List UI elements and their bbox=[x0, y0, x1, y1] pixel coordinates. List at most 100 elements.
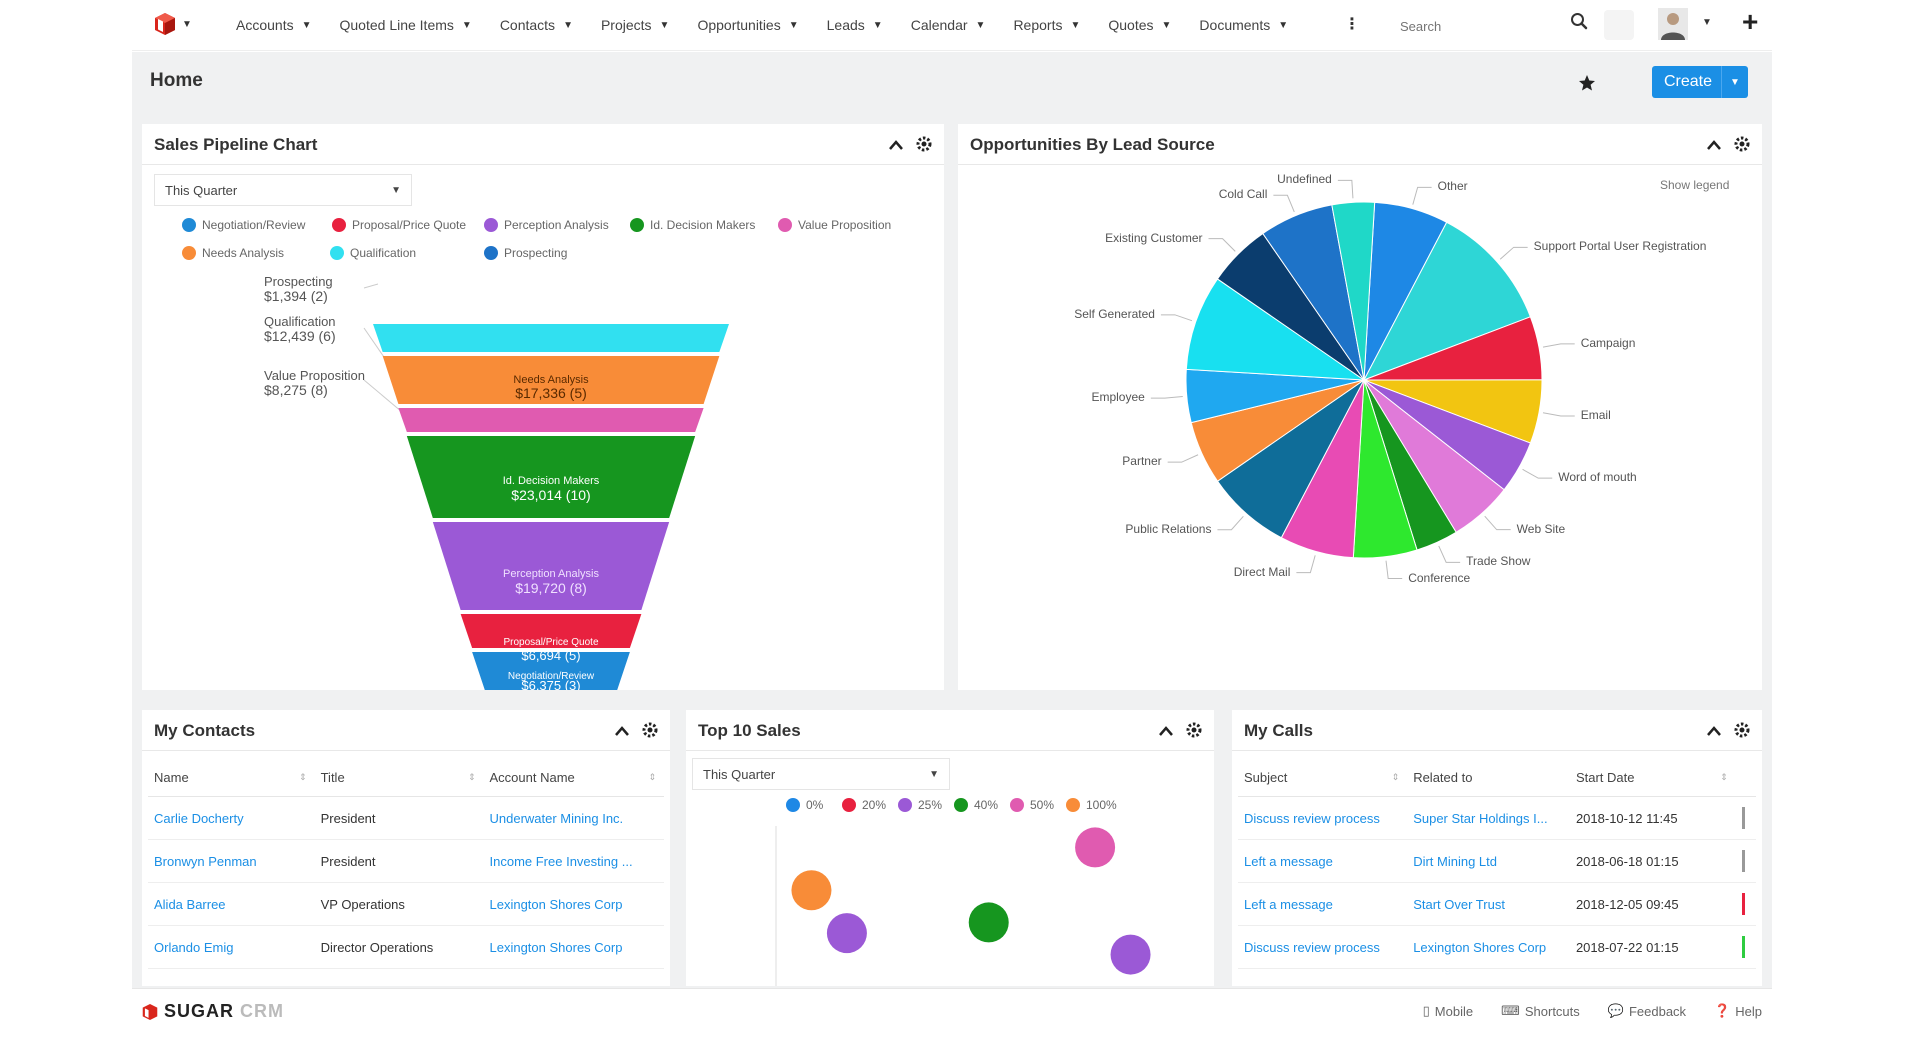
related-to-link[interactable]: Dirt Mining Ltd bbox=[1407, 839, 1570, 883]
sort-icon[interactable]: ⇕ bbox=[467, 772, 476, 782]
account-name-link[interactable]: Lexington Shores Corp bbox=[483, 882, 664, 926]
app-logo-menu[interactable]: ▼ bbox=[154, 12, 192, 36]
sort-icon[interactable]: ⇕ bbox=[1391, 772, 1400, 782]
contact-name-link[interactable]: Alida Barree bbox=[148, 882, 315, 926]
nav-item-quoted-line-items[interactable]: Quoted Line Items ▼ bbox=[340, 17, 472, 33]
column-header-subject[interactable]: Subject ⇕ bbox=[1238, 758, 1408, 797]
show-legend-link[interactable]: Show legend bbox=[1660, 178, 1730, 192]
chevron-up-icon[interactable] bbox=[888, 138, 904, 152]
create-button[interactable]: Create ▼ bbox=[1652, 66, 1748, 98]
search-icon[interactable] bbox=[1570, 12, 1588, 30]
related-to-link[interactable]: Lexington Shores Corp bbox=[1407, 925, 1570, 969]
funnel-stage[interactable] bbox=[406, 436, 696, 518]
pie-slice[interactable] bbox=[1331, 201, 1376, 381]
scatter-point[interactable] bbox=[1110, 934, 1151, 975]
legend-item[interactable]: Needs Analysis bbox=[182, 246, 284, 260]
call-subject-link[interactable]: Left a message bbox=[1238, 839, 1408, 883]
legend-item[interactable]: 0% bbox=[786, 798, 823, 812]
nav-item-documents[interactable]: Documents ▼ bbox=[1199, 17, 1288, 33]
funnel-stage[interactable] bbox=[398, 408, 704, 432]
sort-icon[interactable]: ⇕ bbox=[1720, 772, 1728, 782]
funnel-stage[interactable] bbox=[460, 614, 642, 648]
legend-item[interactable]: Prospecting bbox=[484, 246, 567, 260]
gear-icon[interactable] bbox=[1186, 722, 1202, 738]
nav-item-label: Quoted Line Items bbox=[339, 17, 454, 33]
pie-slice[interactable] bbox=[1362, 221, 1532, 381]
table-row: Alida Barree VP Operations Lexington Sho… bbox=[148, 882, 664, 926]
more-modules-icon[interactable]: ⋮ bbox=[1344, 16, 1360, 33]
nav-item-leads[interactable]: Leads ▼ bbox=[827, 17, 883, 33]
legend-item[interactable]: 40% bbox=[954, 798, 998, 812]
gear-icon[interactable] bbox=[1734, 136, 1750, 152]
account-name-link[interactable]: Lexington Shores Corp bbox=[483, 925, 664, 969]
column-label: Name bbox=[154, 769, 189, 785]
gear-icon[interactable] bbox=[642, 722, 658, 738]
scatter-point[interactable] bbox=[826, 913, 867, 954]
footer-feedback-link[interactable]: 💬 Feedback bbox=[1608, 1003, 1686, 1019]
chevron-up-icon[interactable] bbox=[614, 724, 630, 738]
legend-label: 100% bbox=[1086, 798, 1117, 812]
legend-item[interactable]: 25% bbox=[898, 798, 942, 812]
chevron-down-icon[interactable]: ▼ bbox=[1721, 66, 1748, 98]
sort-icon[interactable]: ⇕ bbox=[299, 772, 307, 782]
footer-help-link[interactable]: ❓ Help bbox=[1714, 1003, 1762, 1019]
sort-icon[interactable]: ⇕ bbox=[648, 772, 656, 782]
nav-item-reports[interactable]: Reports ▼ bbox=[1013, 17, 1080, 33]
status-marker-cell bbox=[1735, 925, 1756, 969]
column-header-name[interactable]: Name ⇕ bbox=[148, 758, 315, 797]
chevron-up-icon[interactable] bbox=[1158, 724, 1174, 738]
notifications-placeholder[interactable] bbox=[1604, 10, 1634, 40]
pie-slice[interactable] bbox=[1185, 278, 1366, 381]
legend-item[interactable]: 50% bbox=[1010, 798, 1054, 812]
gear-icon[interactable] bbox=[1734, 722, 1750, 738]
chevron-up-icon[interactable] bbox=[1706, 138, 1722, 152]
funnel-stage[interactable] bbox=[382, 356, 720, 404]
column-header-title[interactable]: Title ⇕ bbox=[314, 758, 484, 797]
nav-item-accounts[interactable]: Accounts ▼ bbox=[236, 17, 312, 33]
legend-item[interactable]: Id. Decision Makers bbox=[630, 218, 755, 232]
pipeline-period-select[interactable]: This Quarter ▼ bbox=[154, 174, 412, 206]
contact-name-link[interactable]: Carlie Docherty bbox=[148, 796, 315, 840]
nav-item-calendar[interactable]: Calendar ▼ bbox=[911, 17, 986, 33]
legend-item[interactable]: Perception Analysis bbox=[484, 218, 609, 232]
funnel-stage[interactable] bbox=[432, 522, 670, 610]
nav-item-projects[interactable]: Projects ▼ bbox=[601, 17, 669, 33]
nav-item-contacts[interactable]: Contacts ▼ bbox=[500, 17, 573, 33]
nav-item-opportunities[interactable]: Opportunities ▼ bbox=[697, 17, 798, 33]
column-header-start-date[interactable]: Start Date ⇕ bbox=[1569, 758, 1736, 797]
legend-item[interactable]: Value Proposition bbox=[778, 218, 891, 232]
pie-slice-label: Trade Show bbox=[1466, 554, 1531, 569]
contact-name-link[interactable]: Orlando Emig bbox=[148, 925, 315, 969]
legend-item[interactable]: 20% bbox=[842, 798, 886, 812]
top-sales-period-select[interactable]: This Quarter ▼ bbox=[692, 758, 950, 790]
column-header-related[interactable]: Related to bbox=[1407, 758, 1570, 797]
quick-create-plus-icon[interactable]: + bbox=[1742, 6, 1759, 37]
legend-item[interactable]: 100% bbox=[1066, 798, 1117, 812]
related-to-link[interactable]: Start Over Trust bbox=[1407, 882, 1570, 926]
footer-mobile-link[interactable]: ▯ Mobile bbox=[1423, 1003, 1473, 1019]
chevron-down-icon[interactable]: ▼ bbox=[1702, 17, 1712, 28]
legend-item[interactable]: Negotiation/Review bbox=[182, 218, 305, 232]
funnel-stage[interactable] bbox=[373, 324, 729, 352]
favorite-star-icon[interactable] bbox=[1578, 74, 1596, 92]
scatter-point[interactable] bbox=[968, 902, 1009, 943]
column-header-account[interactable]: Account Name ⇕ bbox=[483, 758, 664, 797]
scatter-point[interactable] bbox=[1075, 827, 1116, 868]
account-name-link[interactable]: Income Free Investing ... bbox=[483, 839, 664, 883]
global-search-input[interactable] bbox=[1398, 14, 1602, 38]
contact-name-link[interactable]: Bronwyn Penman bbox=[148, 839, 315, 883]
call-subject-link[interactable]: Discuss review process bbox=[1238, 796, 1408, 840]
chevron-up-icon[interactable] bbox=[1706, 724, 1722, 738]
user-avatar[interactable] bbox=[1658, 8, 1688, 40]
legend-item[interactable]: Proposal/Price Quote bbox=[332, 218, 466, 232]
related-to-link[interactable]: Super Star Holdings I... bbox=[1407, 796, 1570, 840]
call-subject-link[interactable]: Left a message bbox=[1238, 882, 1408, 926]
legend-item[interactable]: Qualification bbox=[330, 246, 416, 260]
scatter-point[interactable] bbox=[791, 870, 832, 911]
nav-item-quotes[interactable]: Quotes ▼ bbox=[1108, 17, 1171, 33]
call-subject-link[interactable]: Discuss review process bbox=[1238, 925, 1408, 969]
footer-shortcuts-link[interactable]: ⌨ Shortcuts bbox=[1501, 1003, 1580, 1019]
funnel-stage[interactable] bbox=[472, 652, 630, 690]
gear-icon[interactable] bbox=[916, 136, 932, 152]
account-name-link[interactable]: Underwater Mining Inc. bbox=[483, 796, 664, 840]
